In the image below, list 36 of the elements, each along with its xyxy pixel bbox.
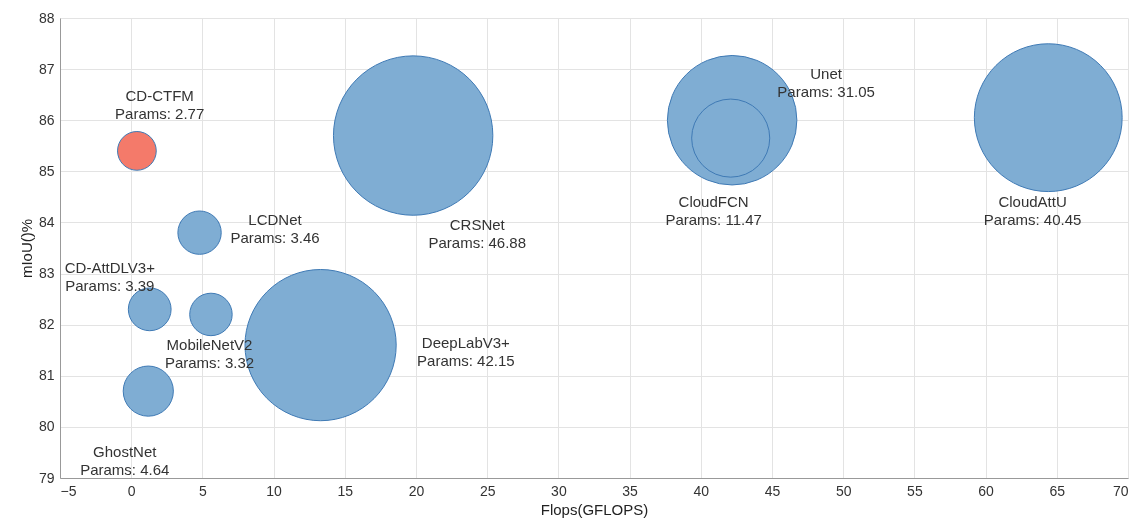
- annotation: CRSNet Params: 46.88: [428, 216, 527, 251]
- annotation: GhostNet Params: 4.64: [80, 443, 170, 479]
- annotation: CloudAttU Params: 40.45: [983, 193, 1082, 228]
- x-tick-label: 20: [408, 482, 425, 499]
- x-tick-label: −5: [60, 482, 77, 499]
- x-tick-label: 10: [266, 482, 283, 499]
- y-tick-label: 81: [38, 367, 55, 384]
- y-tick-label: 87: [38, 60, 55, 77]
- x-tick-label: 0: [127, 482, 136, 499]
- x-tick-label: 65: [1049, 482, 1066, 499]
- annotation: LCDNet Params: 3.46: [230, 210, 320, 246]
- x-tick-label: 70: [1112, 482, 1129, 499]
- y-tick-label: 80: [38, 418, 55, 435]
- x-tick-label: 55: [907, 482, 923, 499]
- x-tick-label: 60: [978, 482, 995, 499]
- annotation: DeepLabV3+ Params: 42.15: [417, 333, 515, 369]
- x-tick-label: 40: [693, 482, 710, 499]
- annotation: CD-CTFM Params: 2.77: [115, 87, 205, 123]
- x-tick-label: 15: [337, 482, 354, 499]
- y-tick-label: 83: [38, 265, 55, 282]
- x-tick-label: 5: [199, 482, 207, 499]
- y-tick-label: 85: [38, 162, 55, 179]
- annotation: CloudFCN Params: 11.47: [665, 193, 762, 228]
- y-tick-label: 88: [38, 9, 55, 26]
- x-axis-title: Flops(GFLOPS): [540, 500, 649, 518]
- y-axis-title: mIoU()%: [17, 218, 35, 279]
- y-tick-label: 82: [38, 316, 55, 333]
- x-tick-label: 50: [835, 482, 852, 499]
- y-tick-label: 84: [38, 213, 55, 230]
- x-tick-label: 35: [622, 482, 639, 499]
- y-tick-label: 79: [38, 469, 55, 486]
- x-tick-label: 45: [764, 482, 781, 499]
- x-tick-label: 25: [479, 482, 496, 499]
- x-tick-label: 30: [551, 482, 567, 499]
- y-tick-label: 86: [38, 111, 55, 128]
- annotation: CD-AttDLV3+ Params: 3.39: [64, 259, 156, 295]
